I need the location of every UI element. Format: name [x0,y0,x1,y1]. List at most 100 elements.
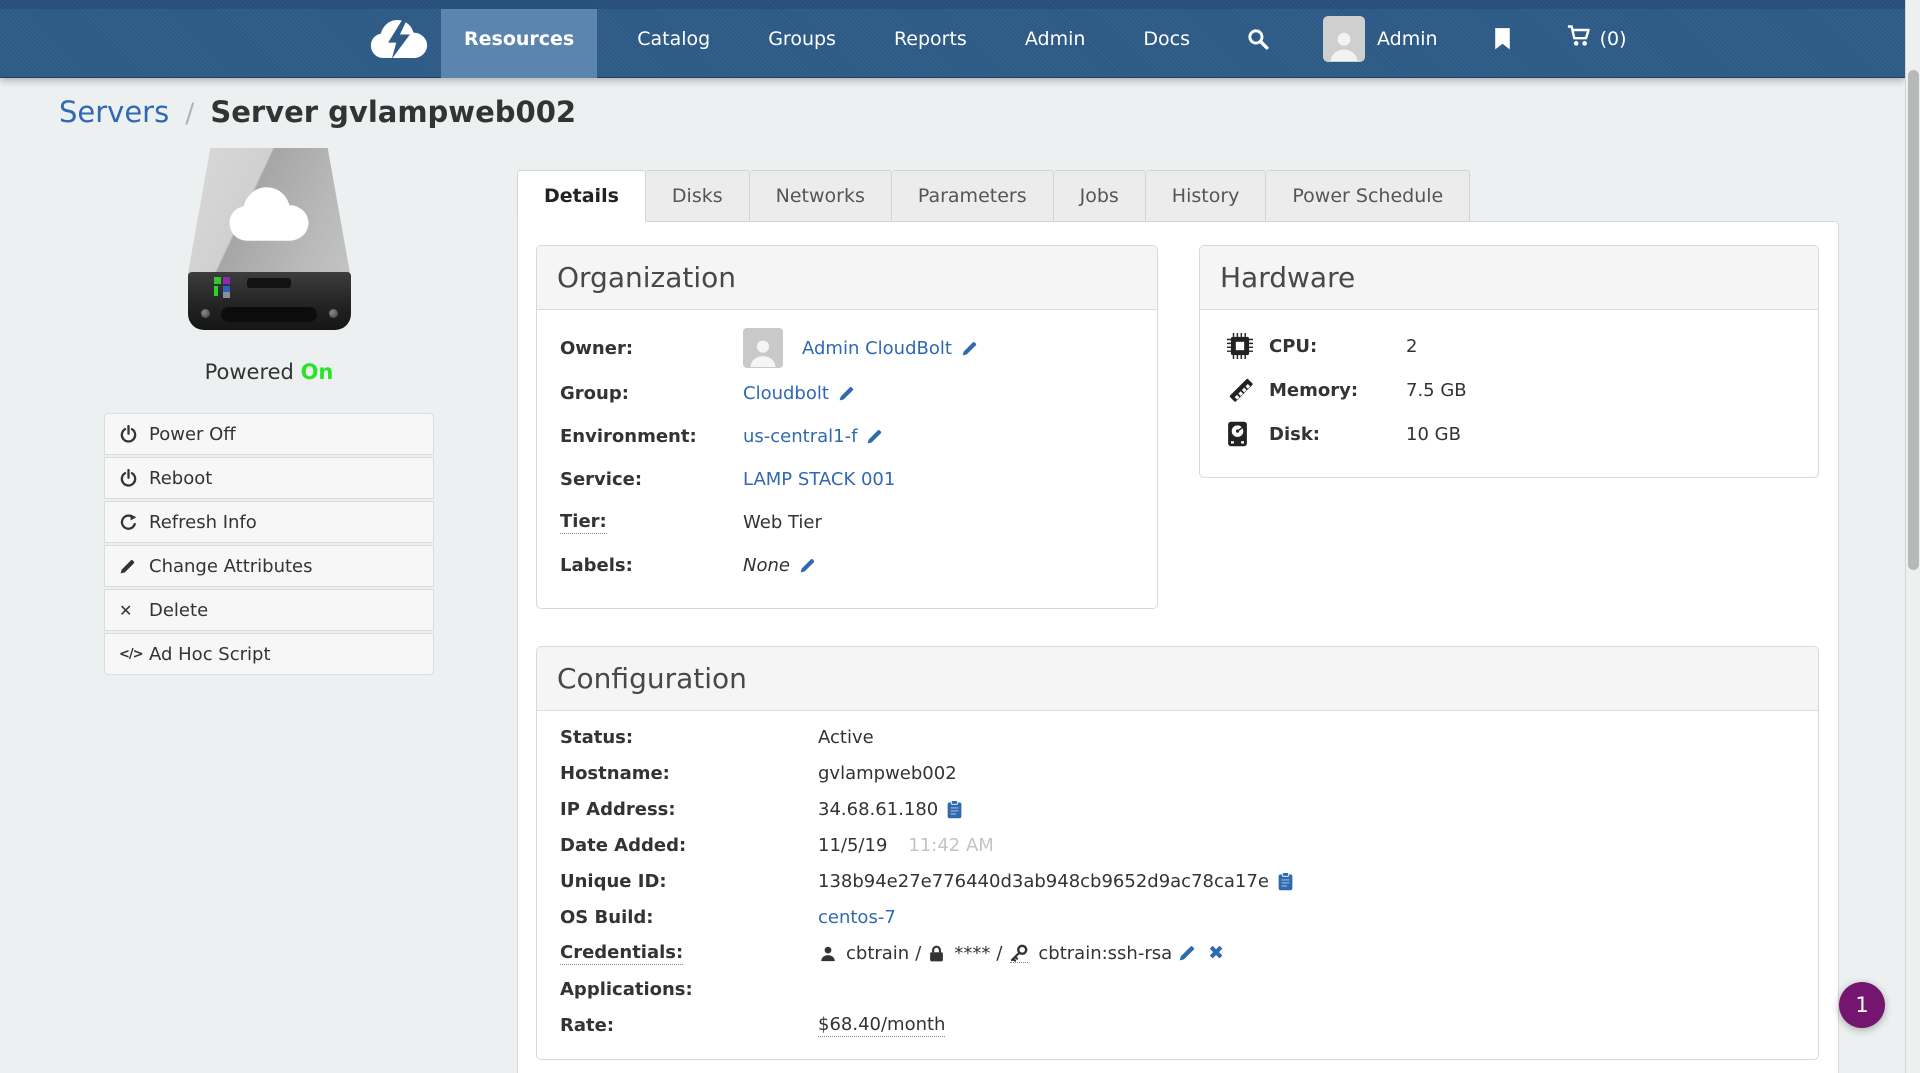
credentials-row: Credentials: cbtrain / [560,941,1225,965]
server-tabs: Details Disks Networks Parameters Jobs H… [517,170,1471,222]
pencil-icon [119,558,149,575]
drive-activity-leds [213,277,234,299]
disk-row: Disk: 10 GB [1227,418,1818,450]
ip-address-row: IP Address: 34.68.61.180 [560,796,1818,822]
nav-item-catalog[interactable]: Catalog [637,27,711,50]
os-build-row: OS Build: centos-7 [560,906,896,928]
rate-tooltip-value[interactable]: $68.40/month [818,1013,946,1037]
breadcrumb-separator: / [185,98,195,129]
user-menu[interactable]: Admin [1313,0,1448,78]
memory-icon [1227,376,1269,404]
tab-jobs[interactable]: Jobs [1053,170,1146,222]
applications-row: Applications: [560,978,693,1000]
page-title: Server gvlampweb002 [210,95,577,129]
x-icon: ✕ [119,600,133,620]
os-build-link[interactable]: centos-7 [818,906,896,928]
tab-history[interactable]: History [1145,170,1267,222]
nav-item-groups[interactable]: Groups [768,27,836,50]
tier-tooltip-label[interactable]: Tier: [560,510,607,534]
environment-row: Environment: us-central1-f [560,423,1157,449]
organization-panel: Organization Owner: Admin CloudBolt [536,245,1158,609]
tab-networks[interactable]: Networks [749,170,892,222]
owner-row: Owner: Admin CloudBolt [560,326,1157,370]
configuration-panel-header: Configuration [537,647,1818,711]
copy-unique-id-clipboard-icon[interactable] [1278,871,1293,891]
user-name: Admin [1377,27,1438,50]
ad-hoc-script-action[interactable]: </> Ad Hoc Script [104,633,434,675]
power-off-action[interactable]: Power Off [104,413,434,455]
lock-icon [929,945,944,962]
labels-row: Labels: None [560,552,1157,578]
tab-power-schedule[interactable]: Power Schedule [1266,170,1471,222]
delete-action[interactable]: ✕ Delete [104,589,434,631]
nav-item-reports[interactable]: Reports [893,27,967,50]
server-sidebar: Powered On Power Off [104,148,434,677]
unique-id-row: Unique ID: 138b94e27e776440d3ab948cb9652… [560,868,1818,894]
details-tab-content: Organization Owner: Admin CloudBolt [517,221,1839,1073]
power-state-on: On [300,360,334,384]
configuration-panel: Configuration Status: Active Hostname: g… [536,646,1819,1060]
hardware-panel-header: Hardware [1200,246,1818,310]
scrollbar-thumb[interactable] [1908,70,1919,570]
bookmark-icon[interactable] [1474,0,1531,78]
nav-item-docs[interactable]: Docs [1143,27,1191,50]
credentials-tooltip-label[interactable]: Credentials: [560,941,684,965]
nav-item-resources[interactable]: Resources [441,0,598,78]
edit-credentials-pencil-icon[interactable] [1178,944,1196,962]
tier-row: Tier: Web Tier [560,510,822,534]
edit-labels-pencil-icon[interactable] [799,557,816,574]
notification-badge[interactable]: 1 [1839,982,1885,1028]
nav-item-admin[interactable]: Admin [1024,27,1086,50]
cart-count: (0) [1599,27,1627,50]
cart-icon [1567,25,1592,52]
search-icon[interactable] [1227,0,1289,78]
cloudbolt-logo-icon[interactable] [357,0,441,78]
server-drive-image [187,148,351,330]
rate-row: Rate: $68.40/month [560,1013,946,1037]
organization-title: Organization [557,261,737,294]
refresh-info-action[interactable]: Refresh Info [104,501,434,543]
user-icon [820,945,836,962]
date-added-time: 11:42 AM [908,834,994,856]
tab-disks[interactable]: Disks [645,170,750,222]
cart-button[interactable]: (0) [1547,0,1647,78]
configuration-title: Configuration [557,662,747,695]
tab-parameters[interactable]: Parameters [891,170,1054,222]
hostname-row: Hostname: gvlampweb002 [560,762,957,784]
reboot-action[interactable]: Reboot [104,457,434,499]
date-added-row: Date Added: 11/5/19 11:42 AM [560,834,994,856]
service-link[interactable]: LAMP STACK 001 [743,468,896,490]
copy-ip-clipboard-icon[interactable] [947,799,962,819]
server-actions-menu: Power Off Reboot Refresh [104,413,434,675]
tab-details[interactable]: Details [517,170,646,222]
disk-icon [1227,421,1269,447]
power-icon [119,424,149,444]
service-row: Service: LAMP STACK 001 [560,468,896,490]
cloud-icon [226,186,312,246]
environment-link[interactable]: us-central1-f [743,425,858,447]
cpu-row: CPU: 2 [1227,330,1818,362]
edit-environment-pencil-icon[interactable] [866,428,883,445]
top-navbar: Resources Catalog Groups Reports Admin D… [0,0,1905,78]
edit-group-pencil-icon[interactable] [838,385,855,402]
breadcrumb: Servers / Server gvlampweb002 [59,95,576,129]
page-scrollbar[interactable] [1905,0,1920,1073]
edit-owner-pencil-icon[interactable] [961,340,978,357]
user-avatar [1323,15,1366,62]
group-row: Group: Cloudbolt [560,380,1157,406]
power-status: Powered On [204,360,334,384]
status-row: Status: Active [560,726,874,748]
hardware-panel: Hardware CPU: 2 [1199,245,1819,478]
remove-credentials-x-icon[interactable]: ✖ [1208,942,1225,964]
key-icon[interactable] [1010,944,1029,963]
organization-panel-header: Organization [537,246,1157,310]
code-icon: </> [119,646,144,662]
change-attributes-action[interactable]: Change Attributes [104,545,434,587]
owner-link[interactable]: Admin CloudBolt [802,337,952,359]
cpu-icon [1227,333,1269,359]
memory-row: Memory: 7.5 GB [1227,374,1818,406]
hardware-title: Hardware [1220,261,1356,294]
group-link[interactable]: Cloudbolt [743,382,829,404]
breadcrumb-servers-link[interactable]: Servers [59,95,170,129]
